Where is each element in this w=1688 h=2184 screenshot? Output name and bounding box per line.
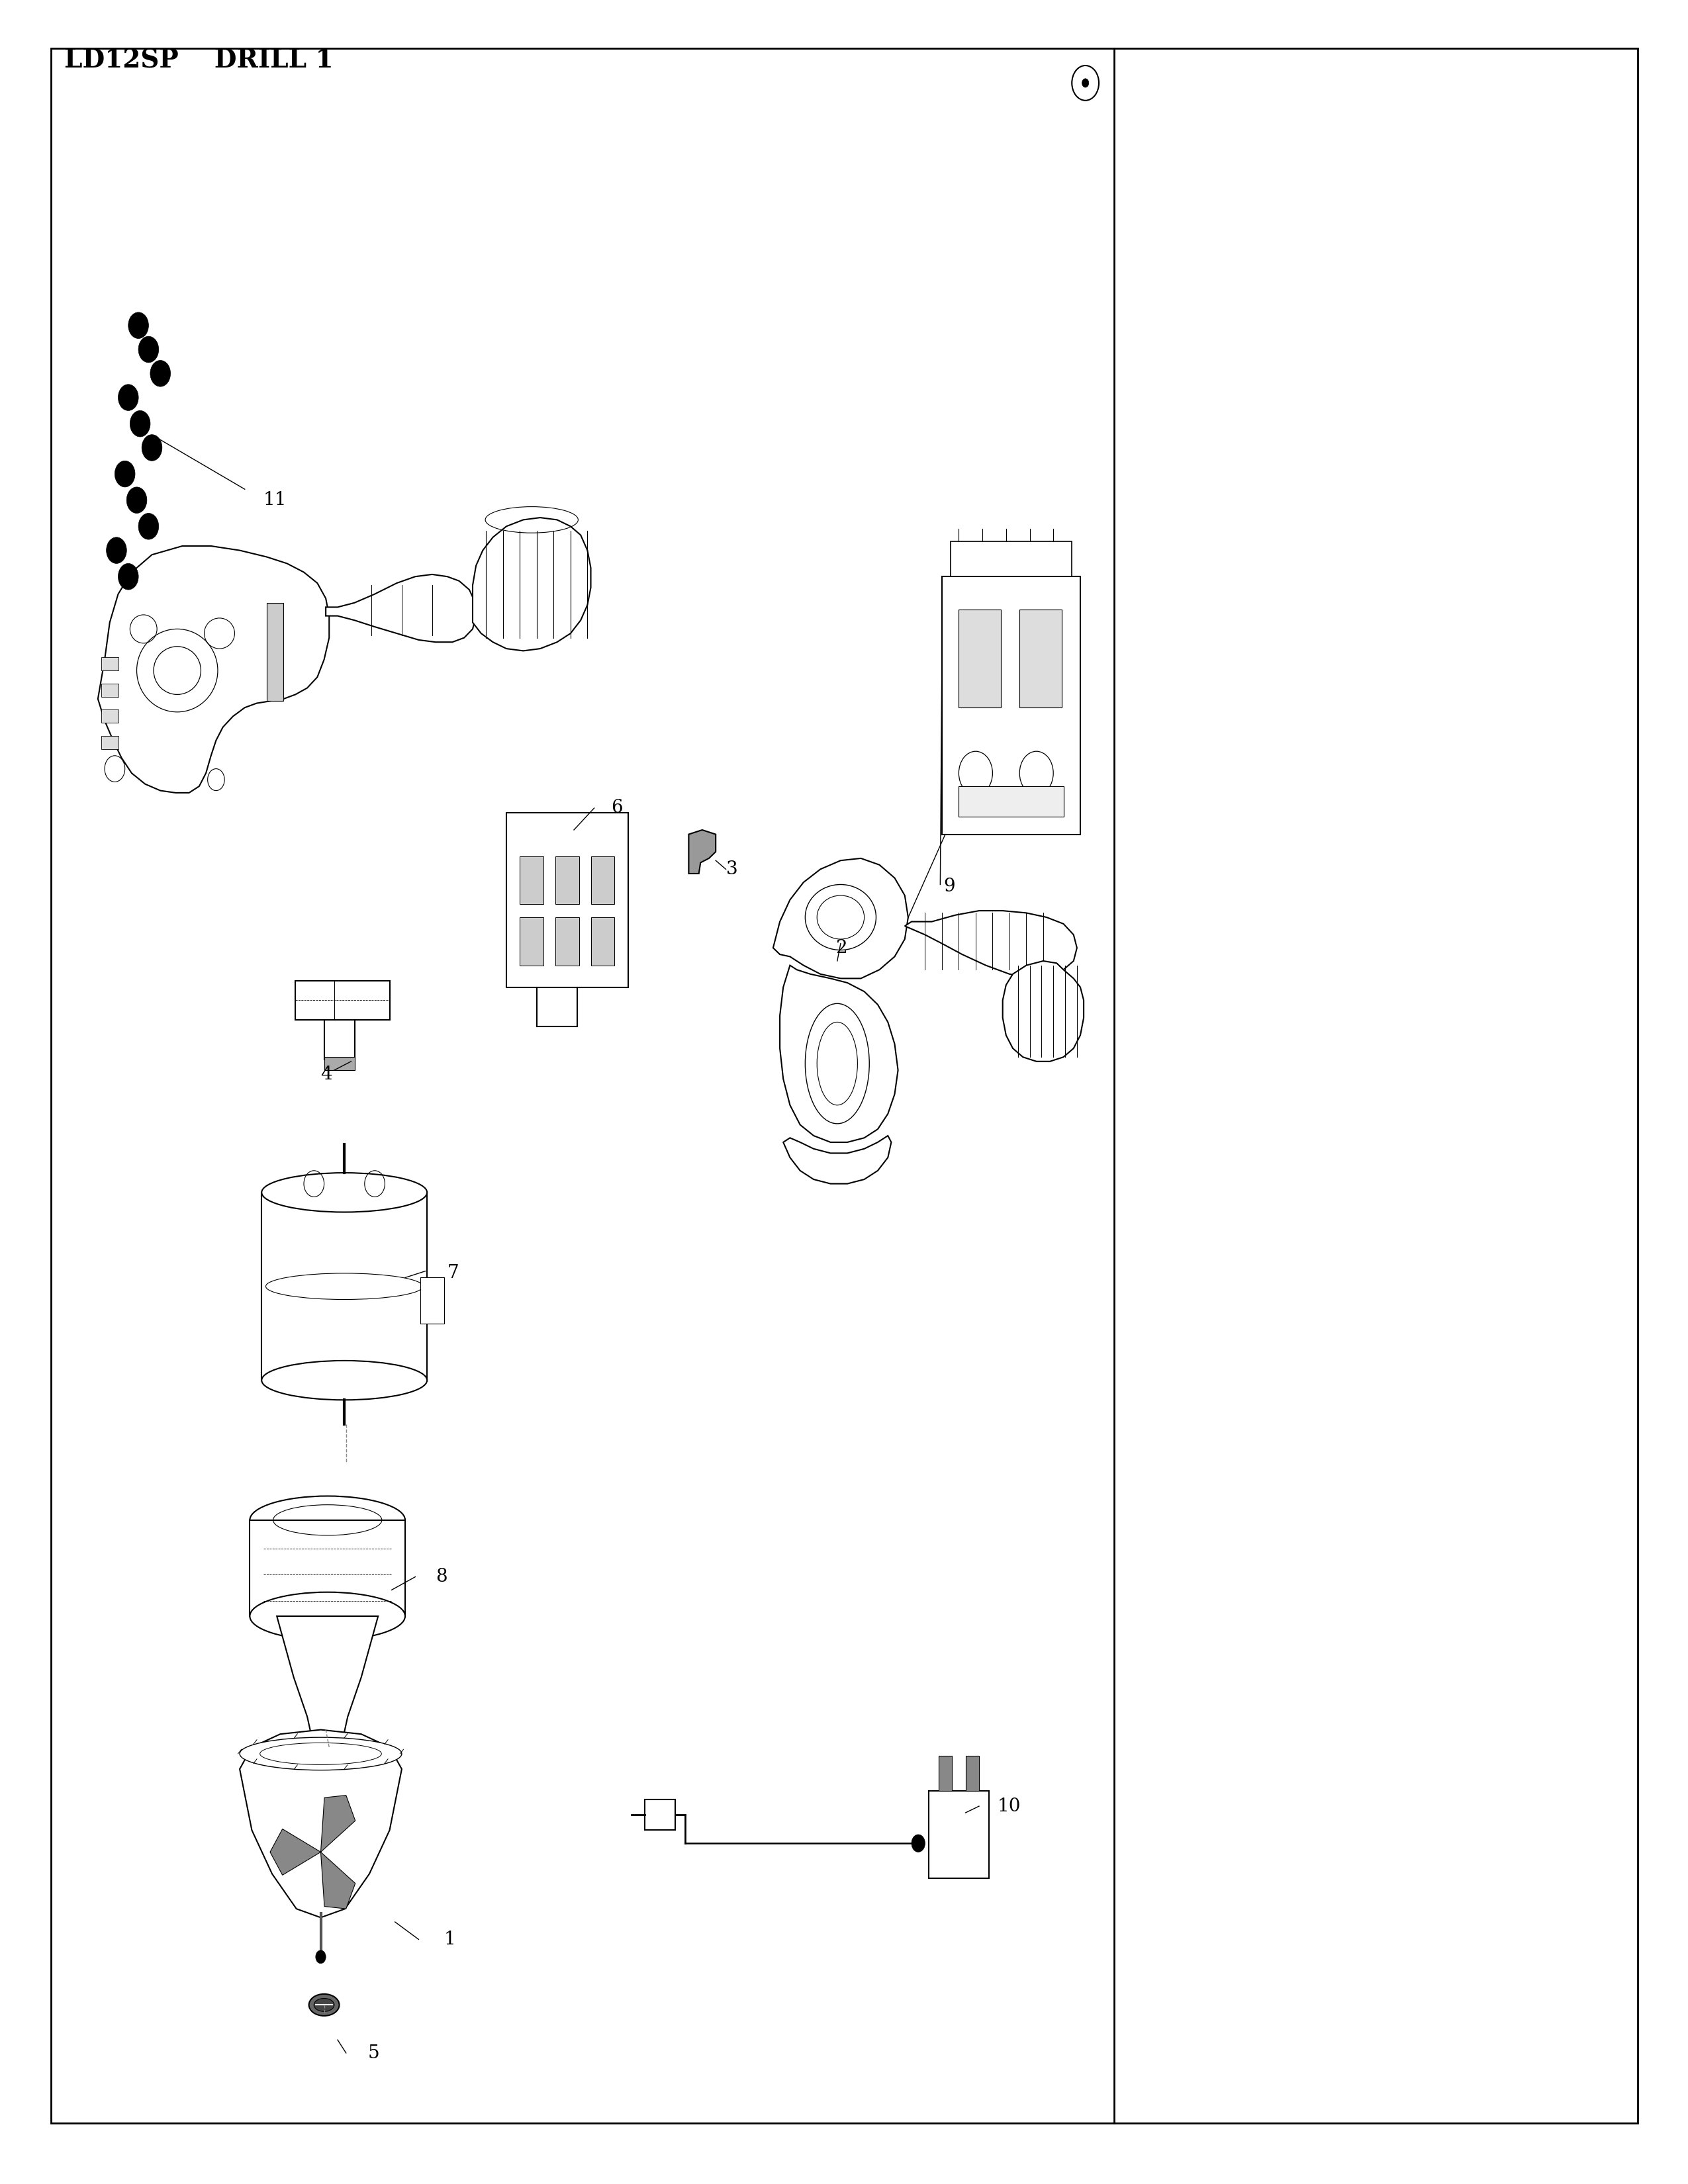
- Circle shape: [316, 1950, 326, 1963]
- Bar: [645, 1800, 675, 1830]
- Bar: [1020, 609, 1062, 708]
- Polygon shape: [773, 858, 908, 978]
- Bar: [250, 1520, 405, 1616]
- Text: 11: 11: [263, 491, 287, 509]
- Polygon shape: [321, 1852, 354, 1909]
- Ellipse shape: [240, 1738, 402, 1769]
- Polygon shape: [321, 1795, 354, 1852]
- Text: 3: 3: [726, 860, 738, 878]
- Bar: [520, 917, 544, 965]
- Ellipse shape: [262, 1361, 427, 1400]
- Bar: [591, 856, 614, 904]
- Ellipse shape: [262, 1173, 427, 1212]
- Polygon shape: [780, 965, 898, 1142]
- Polygon shape: [1003, 961, 1084, 1061]
- Circle shape: [115, 461, 135, 487]
- Circle shape: [912, 1835, 925, 1852]
- Circle shape: [118, 563, 138, 590]
- Circle shape: [150, 360, 170, 387]
- Bar: [520, 856, 544, 904]
- Text: 5: 5: [368, 2044, 380, 2062]
- Bar: [966, 1756, 979, 1791]
- Circle shape: [127, 487, 147, 513]
- Text: 4: 4: [321, 1066, 333, 1083]
- Text: LD12SP    DRILL 1: LD12SP DRILL 1: [64, 48, 333, 74]
- Bar: [101, 657, 118, 670]
- Bar: [295, 981, 390, 1020]
- Bar: [506, 812, 628, 987]
- Bar: [324, 1020, 354, 1059]
- Bar: [262, 1192, 427, 1380]
- Text: 1: 1: [444, 1931, 456, 1948]
- Bar: [959, 609, 1001, 708]
- Bar: [324, 1057, 354, 1070]
- Bar: [267, 603, 284, 701]
- Bar: [101, 736, 118, 749]
- Circle shape: [118, 384, 138, 411]
- Circle shape: [1082, 79, 1089, 87]
- Bar: [939, 1756, 952, 1791]
- Polygon shape: [473, 518, 591, 651]
- Bar: [942, 577, 1080, 834]
- Text: 7: 7: [447, 1265, 459, 1282]
- Bar: [950, 542, 1072, 577]
- Text: 6: 6: [611, 799, 623, 817]
- Bar: [101, 684, 118, 697]
- Bar: [420, 1278, 444, 1324]
- Circle shape: [130, 411, 150, 437]
- Polygon shape: [326, 574, 476, 642]
- Bar: [555, 917, 579, 965]
- Circle shape: [142, 435, 162, 461]
- Polygon shape: [277, 1616, 378, 1747]
- Polygon shape: [689, 830, 716, 874]
- Polygon shape: [240, 1730, 402, 1918]
- Bar: [555, 856, 579, 904]
- Text: 8: 8: [436, 1568, 447, 1586]
- Polygon shape: [270, 1828, 321, 1876]
- Ellipse shape: [250, 1496, 405, 1544]
- Ellipse shape: [314, 1998, 334, 2011]
- Polygon shape: [783, 1136, 891, 1184]
- Circle shape: [106, 537, 127, 563]
- Bar: [928, 1791, 989, 1878]
- Polygon shape: [905, 911, 1077, 978]
- Bar: [591, 917, 614, 965]
- Circle shape: [128, 312, 149, 339]
- Text: 10: 10: [998, 1797, 1021, 1815]
- Polygon shape: [98, 546, 329, 793]
- Text: 9: 9: [944, 878, 955, 895]
- Bar: [101, 710, 118, 723]
- Bar: [959, 786, 1063, 817]
- Circle shape: [138, 513, 159, 539]
- Ellipse shape: [309, 1994, 339, 2016]
- Text: 2: 2: [836, 939, 847, 957]
- Circle shape: [138, 336, 159, 363]
- Ellipse shape: [250, 1592, 405, 1640]
